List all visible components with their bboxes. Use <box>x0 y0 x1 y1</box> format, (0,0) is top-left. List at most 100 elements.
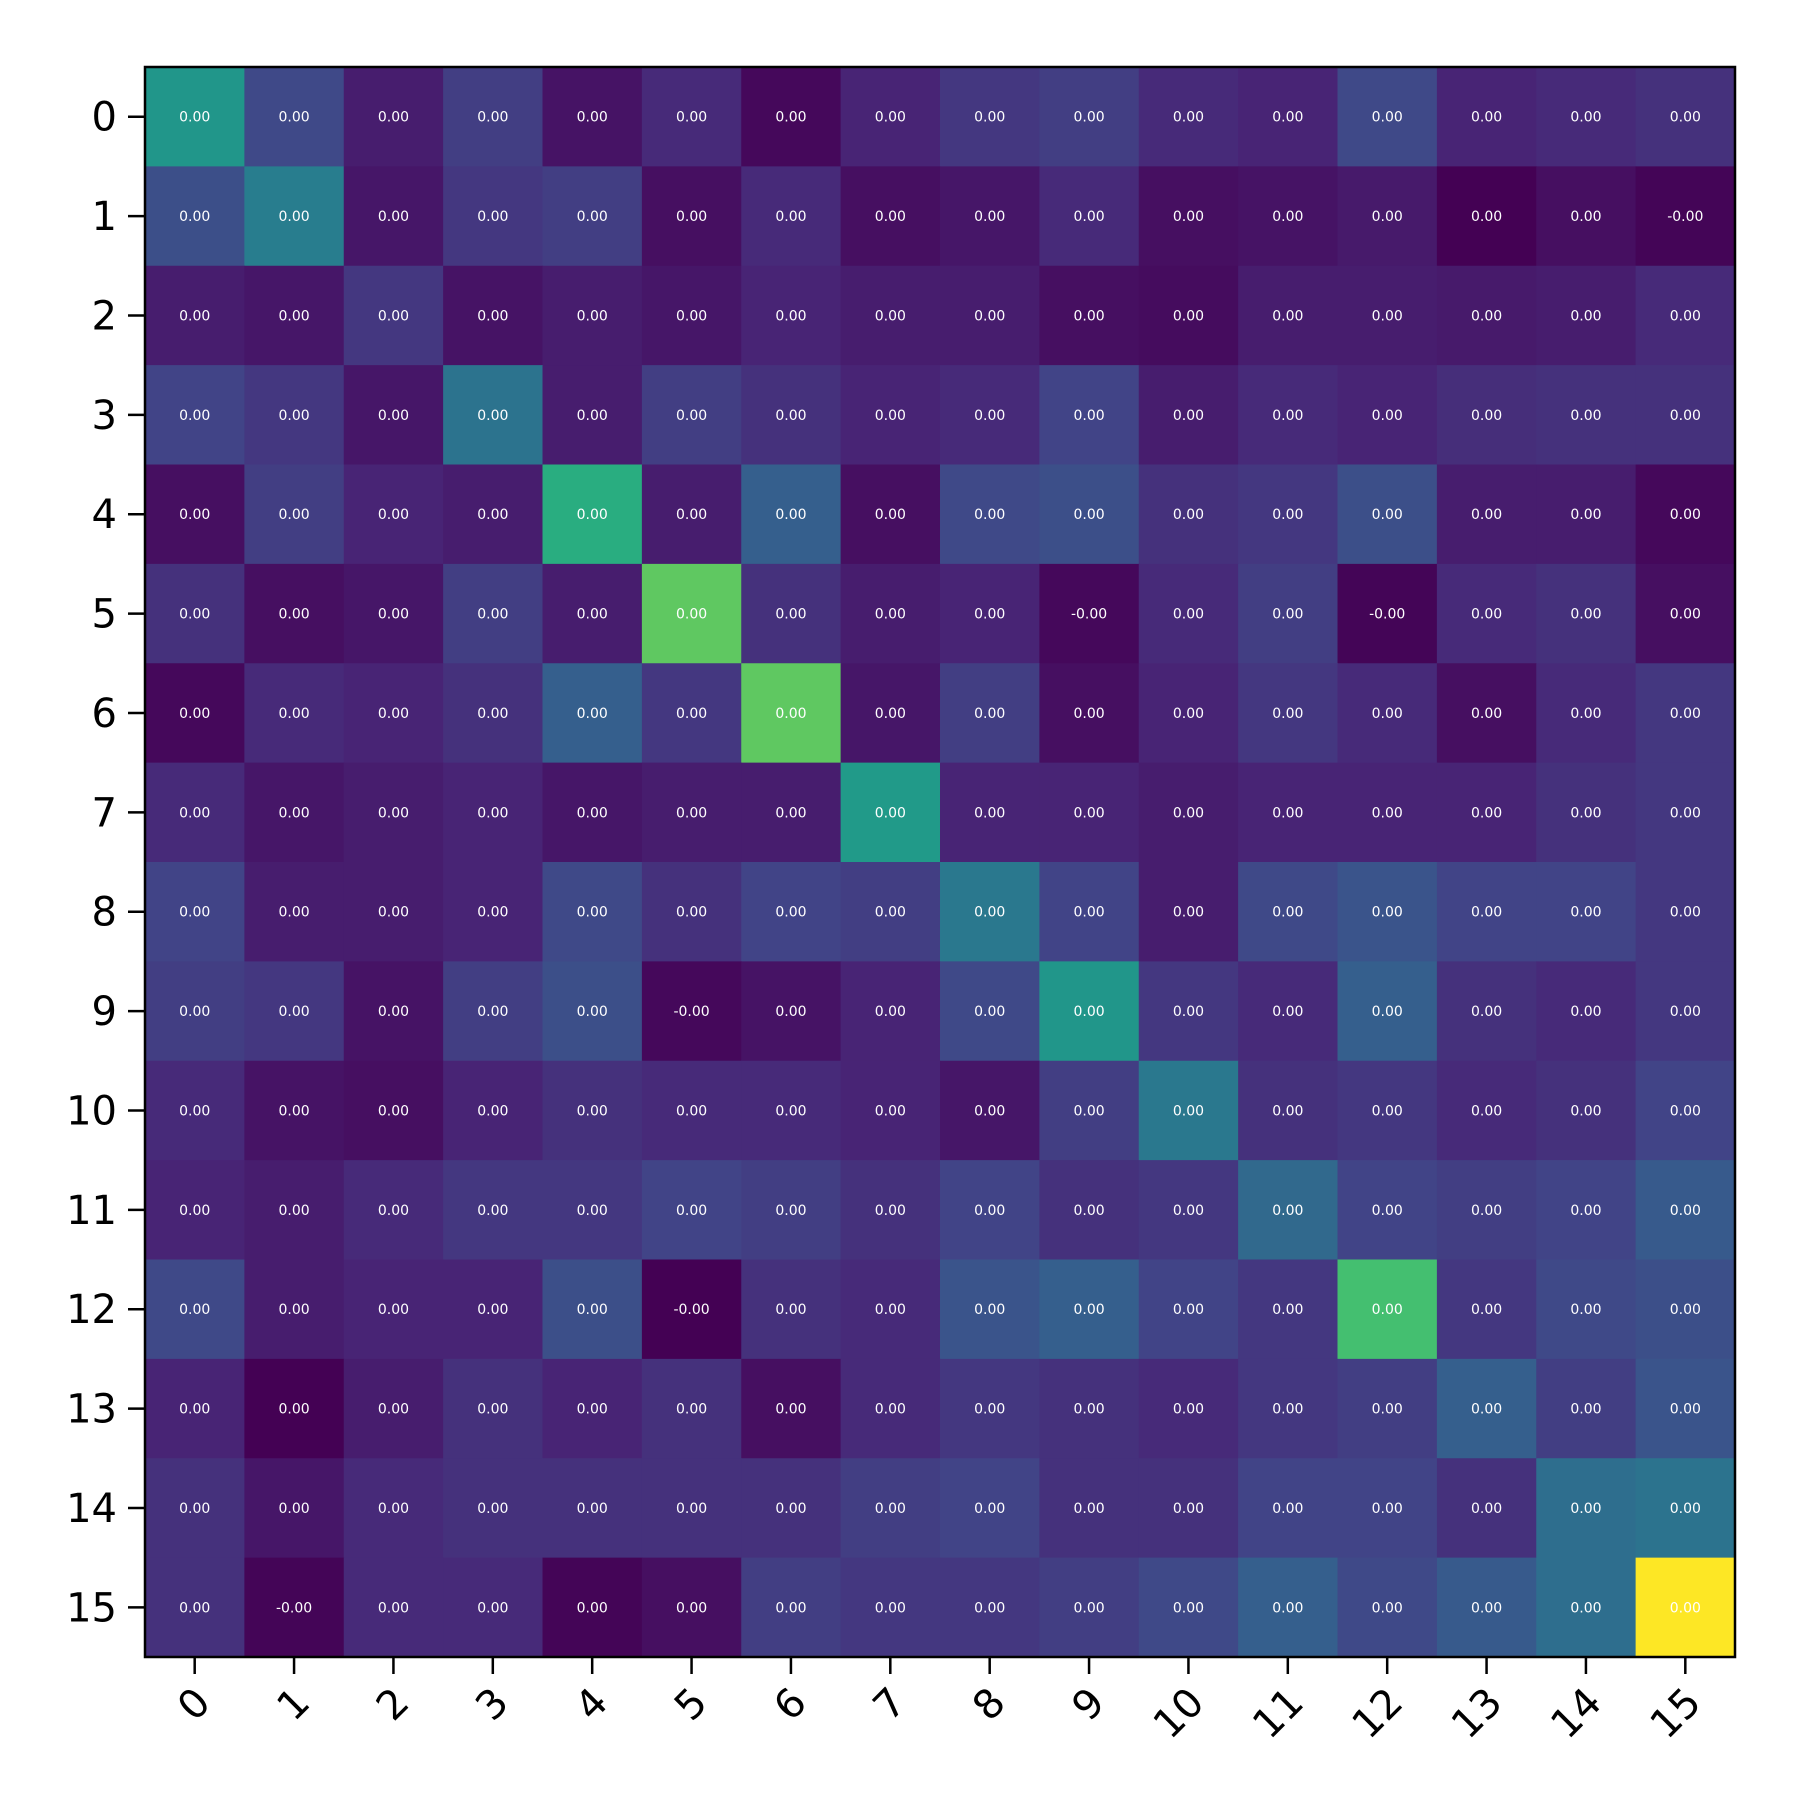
heatmap-cell-r15-c15 <box>1635 1557 1736 1658</box>
cell-value-label: 0.00 <box>974 1501 1005 1517</box>
cell-value-label: 0.00 <box>775 1402 806 1418</box>
cell-value-label: 0.00 <box>577 308 608 324</box>
cell-value-label: 0.00 <box>179 507 210 523</box>
cell-value-label: 0.00 <box>775 1103 806 1119</box>
heatmap-cell-r12-c10 <box>1138 1259 1239 1360</box>
heatmap-cell-r5-c1 <box>244 563 345 664</box>
cell-value-label: 0.00 <box>775 905 806 921</box>
cell-value-label: 0.00 <box>1272 408 1303 424</box>
cell-value-label: 0.00 <box>278 1004 309 1020</box>
heatmap-cell-r1-c5 <box>641 166 742 267</box>
cell-value-label: 0.00 <box>1570 1203 1601 1219</box>
cell-value-label: 0.00 <box>278 1402 309 1418</box>
cell-value-label: 0.00 <box>477 507 508 523</box>
cell-value-label: 0.00 <box>1272 1302 1303 1318</box>
heatmap-cell-r2-c7 <box>840 265 941 366</box>
cell-value-label: 0.00 <box>477 209 508 225</box>
heatmap-cell-r3-c11 <box>1238 365 1339 466</box>
cell-value-label: 0.00 <box>875 1302 906 1318</box>
heatmap-cell-r12-c6 <box>741 1259 842 1360</box>
cell-value-label: 0.00 <box>179 408 210 424</box>
cell-value-label: 0.00 <box>1272 1501 1303 1517</box>
heatmap-cell-r7-c10 <box>1138 762 1239 863</box>
cell-value-label: 0.00 <box>1670 507 1701 523</box>
heatmap-cell-r15-c6 <box>741 1557 842 1658</box>
heatmap-cell-r3-c10 <box>1138 365 1239 466</box>
y-tick-label: 0 <box>92 95 117 141</box>
heatmap-cell-r10-c10 <box>1138 1060 1239 1161</box>
cell-value-label: 0.00 <box>1073 1103 1104 1119</box>
heatmap-cell-r13-c9 <box>1039 1358 1140 1459</box>
heatmap-cell-r3-c5 <box>641 365 742 466</box>
cell-value-label: 0.00 <box>1173 706 1204 722</box>
cell-value-label: 0.00 <box>378 1103 409 1119</box>
heatmap-cell-r6-c8 <box>940 663 1040 764</box>
heatmap-cell-r0-c5 <box>641 67 742 167</box>
heatmap-cell-r3-c7 <box>840 365 941 466</box>
cell-value-label: 0.00 <box>974 706 1005 722</box>
heatmap-cell-r4-c4 <box>542 464 643 565</box>
heatmap-cell-r13-c4 <box>542 1358 643 1459</box>
heatmap-cell-r4-c12 <box>1337 464 1438 565</box>
heatmap-cell-r10-c8 <box>940 1060 1040 1161</box>
heatmap-cell-r14-c3 <box>443 1458 544 1559</box>
cell-value-label: 0.00 <box>1173 209 1204 225</box>
cell-value-label: 0.00 <box>1372 209 1403 225</box>
cell-value-label: 0.00 <box>1173 507 1204 523</box>
cell-value-label: 0.00 <box>775 110 806 126</box>
heatmap-cell-r9-c8 <box>940 961 1040 1062</box>
cell-value-label: 0.00 <box>477 110 508 126</box>
heatmap-cell-r10-c12 <box>1337 1060 1438 1161</box>
cell-value-label: 0.00 <box>1073 1402 1104 1418</box>
cell-value-label: 0.00 <box>875 1402 906 1418</box>
cell-value-label: 0.00 <box>278 1203 309 1219</box>
cell-value-label: 0.00 <box>1670 1402 1701 1418</box>
heatmap-cell-r5-c12 <box>1337 563 1438 664</box>
heatmap-cell-r5-c6 <box>741 563 842 664</box>
cell-value-label: 0.00 <box>179 905 210 921</box>
cell-value-label: 0.00 <box>477 805 508 821</box>
heatmap-cell-r15-c5 <box>641 1557 742 1658</box>
heatmap-cell-r13-c7 <box>840 1358 941 1459</box>
heatmap-cell-r4-c1 <box>244 464 345 565</box>
cell-value-label: 0.00 <box>1372 706 1403 722</box>
cell-value-label: 0.00 <box>179 1501 210 1517</box>
cell-value-label: 0.00 <box>378 507 409 523</box>
heatmap-cell-r14-c8 <box>940 1458 1040 1559</box>
heatmap-cell-r1-c4 <box>542 166 643 267</box>
heatmap-cell-r12-c14 <box>1536 1259 1637 1360</box>
heatmap-cell-r7-c9 <box>1039 762 1140 863</box>
heatmap-cell-r6-c9 <box>1039 663 1140 764</box>
cell-value-label: 0.00 <box>1670 110 1701 126</box>
heatmap-cell-r3-c15 <box>1635 365 1736 466</box>
heatmap-cell-r0-c1 <box>244 67 345 167</box>
heatmap-cell-r5-c3 <box>443 563 544 664</box>
cell-value-label: 0.00 <box>676 607 707 623</box>
heatmap-cell-r15-c10 <box>1138 1557 1239 1658</box>
cell-value-label: 0.00 <box>477 1103 508 1119</box>
heatmap-cell-r0-c6 <box>741 67 842 167</box>
heatmap-cell-r2-c1 <box>244 265 345 366</box>
cell-value-label: 0.00 <box>974 1600 1005 1616</box>
heatmap-cell-r15-c4 <box>542 1557 643 1658</box>
heatmap-cell-r9-c3 <box>443 961 544 1062</box>
cell-value-label: 0.00 <box>676 1402 707 1418</box>
heatmap-cell-r4-c7 <box>840 464 941 565</box>
cell-value-label: 0.00 <box>974 408 1005 424</box>
cell-value-label: 0.00 <box>378 308 409 324</box>
heatmap-cell-r10-c11 <box>1238 1060 1339 1161</box>
cell-value-label: 0.00 <box>1570 1103 1601 1119</box>
heatmap-cell-r12-c13 <box>1436 1259 1537 1360</box>
cell-value-label: 0.00 <box>974 209 1005 225</box>
y-tick-label: 2 <box>92 293 117 339</box>
heatmap-cell-r4-c0 <box>145 464 245 565</box>
cell-value-label: 0.00 <box>179 1103 210 1119</box>
cell-value-label: 0.00 <box>577 110 608 126</box>
cell-value-label: 0.00 <box>1073 507 1104 523</box>
cell-value-label: 0.00 <box>1670 408 1701 424</box>
cell-value-label: 0.00 <box>1372 308 1403 324</box>
cells-layer <box>145 67 1736 1658</box>
cell-value-label: 0.00 <box>1272 209 1303 225</box>
heatmap-cell-r6-c12 <box>1337 663 1438 764</box>
cell-value-label: 0.00 <box>1073 1302 1104 1318</box>
